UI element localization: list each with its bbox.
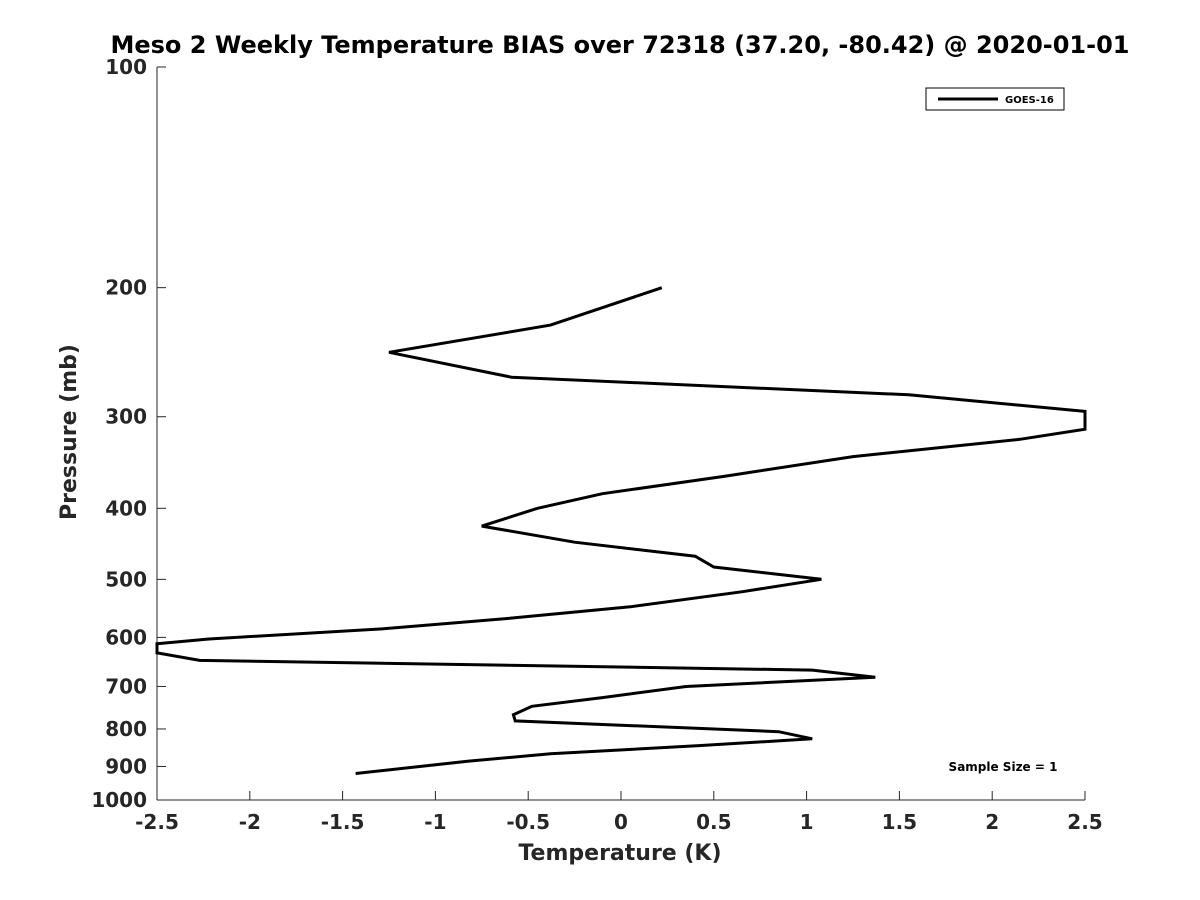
x-tick-label: 1.5 <box>882 810 917 834</box>
chart-title: Meso 2 Weekly Temperature BIAS over 7231… <box>110 31 1129 59</box>
y-tick-label: 1000 <box>91 788 147 812</box>
series-line-goes-16 <box>155 286 1087 775</box>
y-tick-label: 100 <box>105 55 147 79</box>
x-axis-label: Temperature (K) <box>518 841 721 866</box>
legend-entry-goes-16: GOES-16 <box>1005 95 1054 106</box>
y-tick-label: 200 <box>105 276 147 300</box>
y-tick-label: 300 <box>105 405 147 429</box>
y-tick-label: 500 <box>105 567 147 591</box>
plot-lines <box>155 286 1087 775</box>
x-tick-label: -2.5 <box>135 810 179 834</box>
x-tick-label: 2 <box>985 810 999 834</box>
x-tick-label: -2 <box>239 810 261 834</box>
x-tick-label: 2.5 <box>1067 810 1102 834</box>
legend: GOES-16 <box>925 87 1065 111</box>
y-tick-label: 700 <box>105 674 147 698</box>
y-axis-label: Pressure (mb) <box>57 344 82 520</box>
x-tick-label: -1.5 <box>321 810 365 834</box>
y-tick-label: 400 <box>105 496 147 520</box>
x-tick-label: -0.5 <box>506 810 550 834</box>
y-tick-label: 900 <box>105 754 147 778</box>
y-tick-label: 600 <box>105 625 147 649</box>
x-tick-label: 0 <box>614 810 628 834</box>
sample-size-annotation: Sample Size = 1 <box>949 760 1058 774</box>
y-tick-label: 800 <box>105 717 147 741</box>
x-tick-label: -1 <box>424 810 446 834</box>
x-tick-label: 1 <box>800 810 814 834</box>
x-axis-ticks: -2.5 -2 -1.5 -1 -0.5 0 0.5 1 1.5 2 2.5 <box>135 791 1103 834</box>
y-axis-ticks: 100 200 300 400 500 600 700 800 900 1000 <box>91 55 166 812</box>
x-tick-label: 0.5 <box>696 810 731 834</box>
